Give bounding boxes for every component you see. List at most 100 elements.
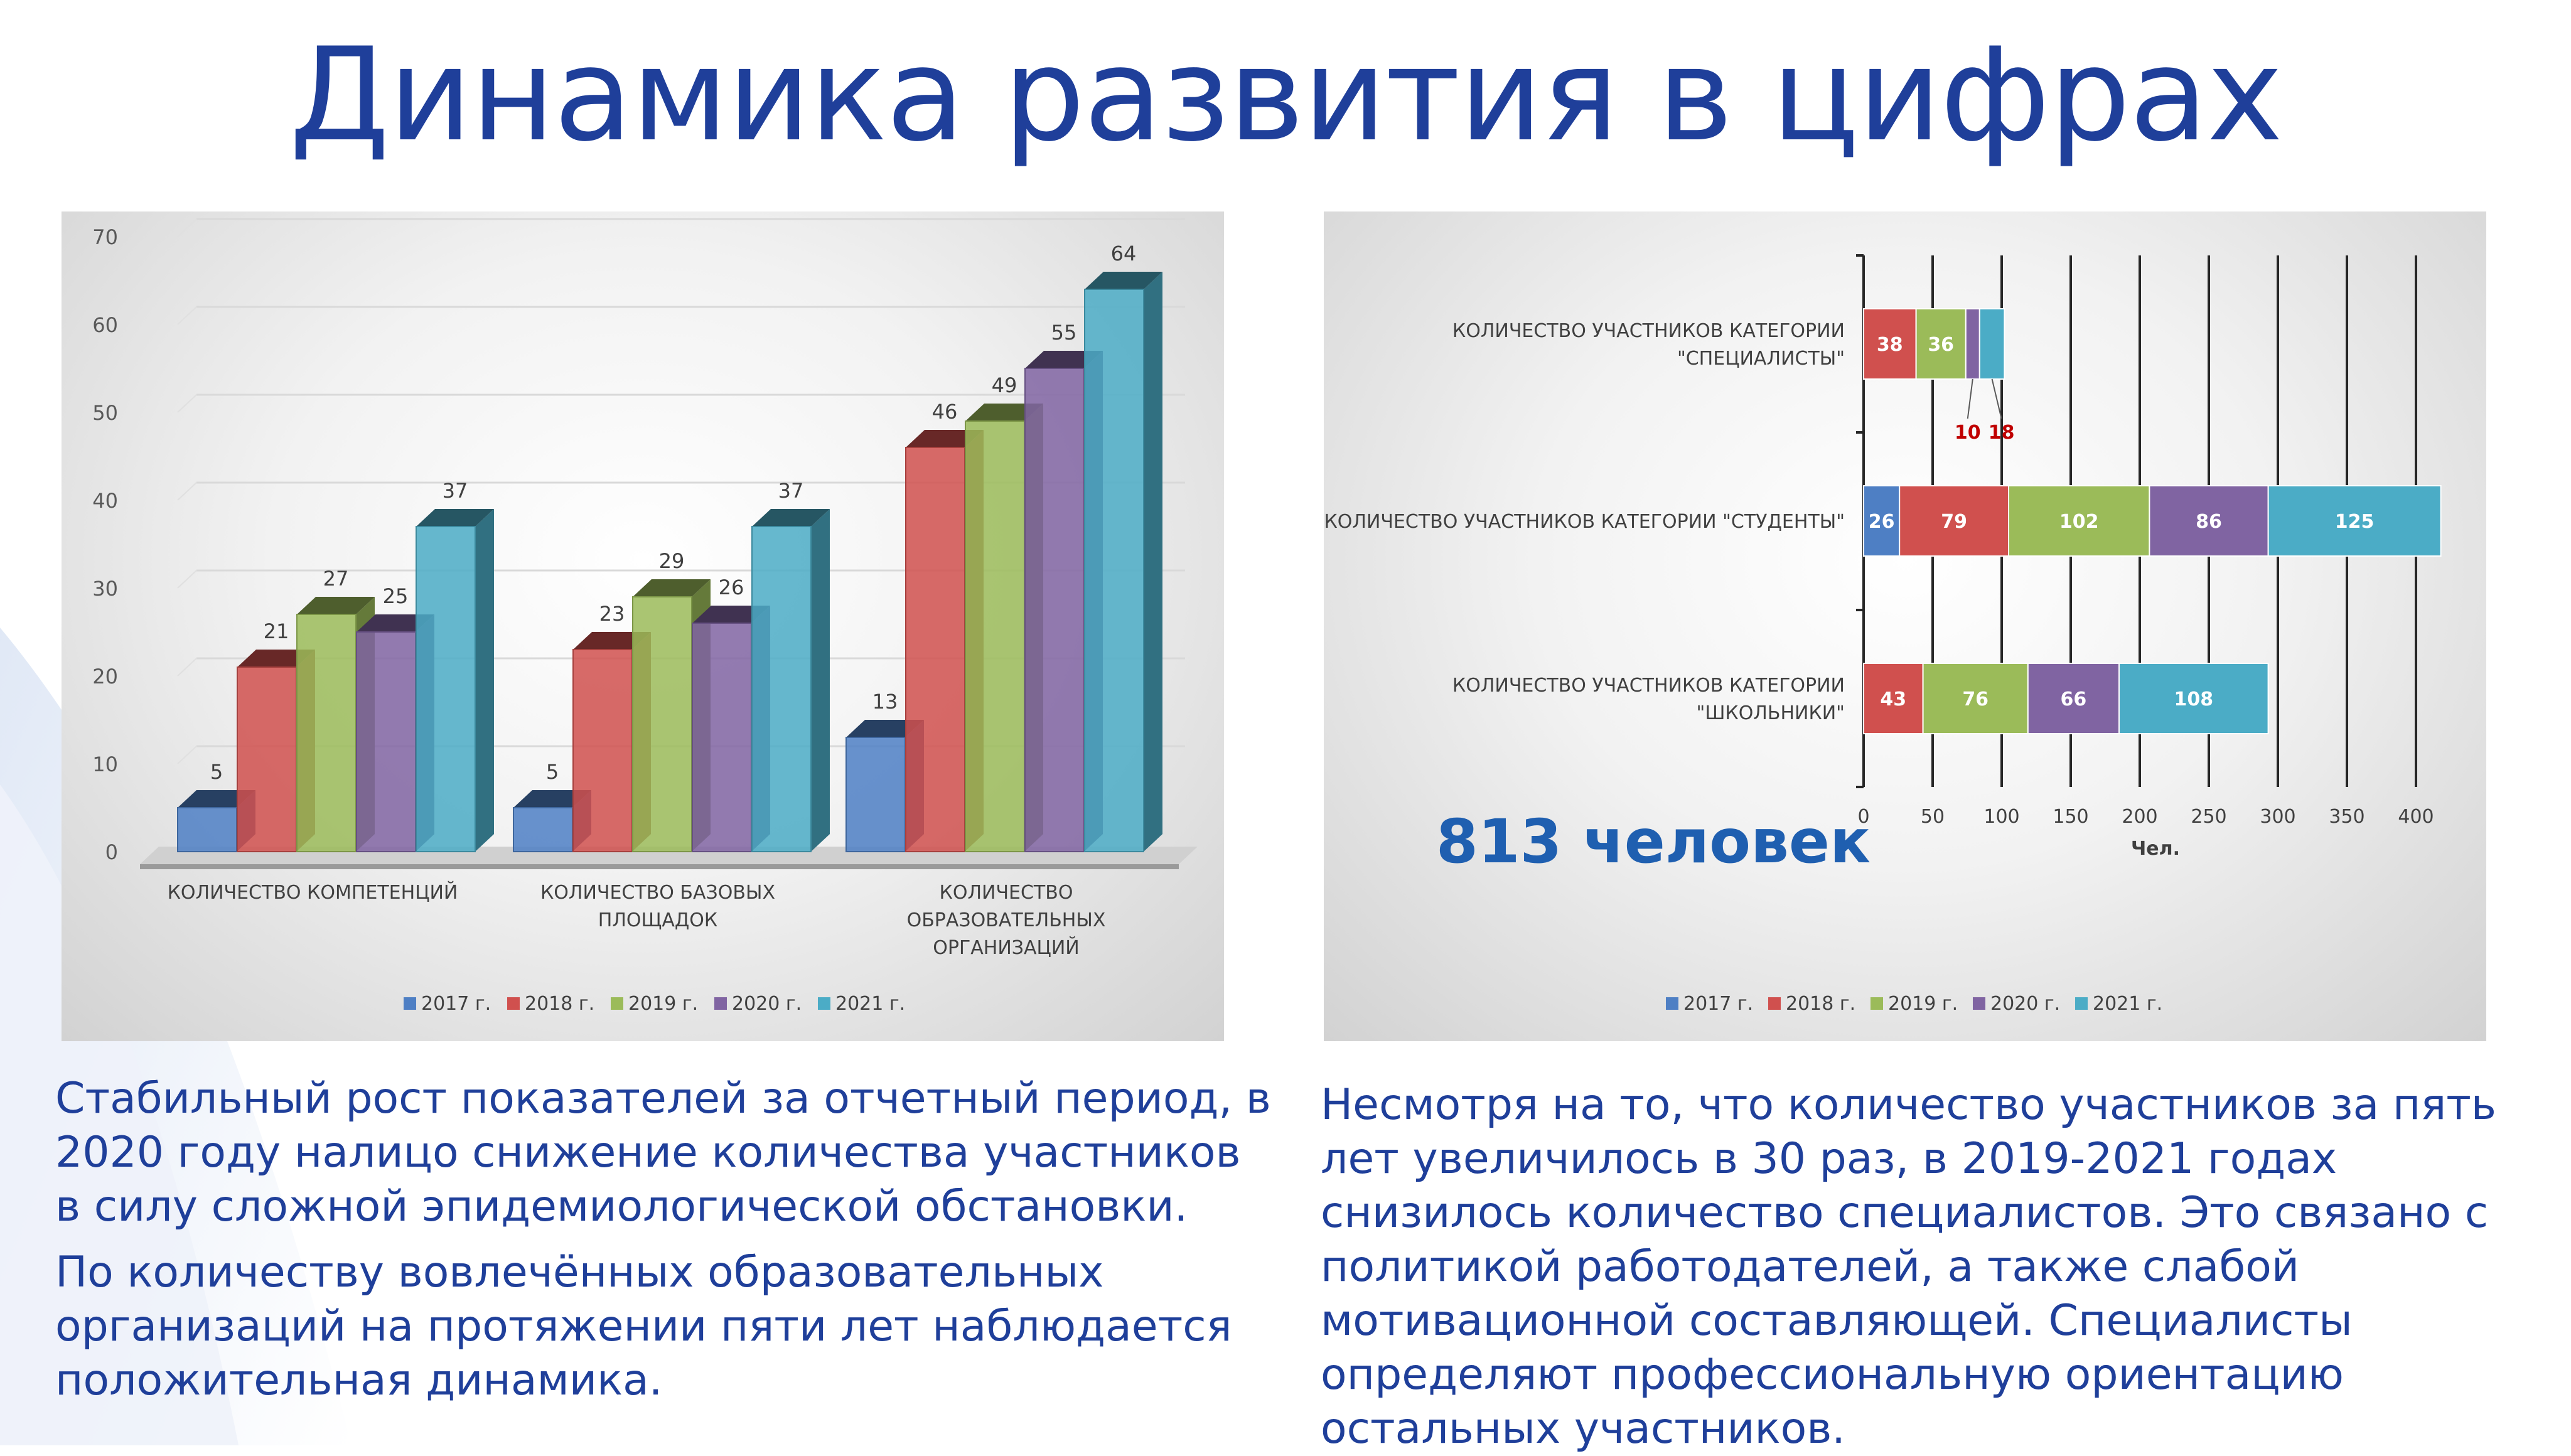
bar-top [357,614,434,632]
legend-label: 2018 г. [525,993,594,1015]
data-label: 102 [2059,511,2099,533]
x-tick-label: 150 [2053,806,2088,828]
legend-label: 2018 г. [1786,993,1855,1015]
legend-swatch [1768,997,1781,1010]
data-label: 29 [659,549,685,573]
bar-segment [2267,485,2442,557]
gridline-depth [177,570,197,589]
bar-side [811,509,830,852]
y-tick-label: 70 [92,225,118,249]
x-tick-label: 400 [2398,806,2434,828]
bar [905,447,965,852]
bar [1084,289,1144,852]
bar [632,596,692,852]
chart-stacked-horizontal-bars: 0 50 100 150 200 250 300 350 400 Чел. КОЛИЧЕСТВО У… [1324,254,2442,1015]
data-label: 25 [383,584,409,608]
data-label: 37 [443,479,468,503]
bar [572,649,633,852]
legend-swatch [714,997,727,1010]
category-label: КОЛИЧЕСТВО УЧАСТНИКОВ КАТЕГОРИИ [1452,320,1845,342]
x-tick-label: 200 [2122,806,2157,828]
callout-leader [1967,378,1973,419]
data-label: 36 [1928,334,1954,356]
bar [296,614,357,852]
data-label: 64 [1111,242,1137,265]
bar-segment [1922,663,2029,734]
y-tick-label: 10 [92,752,118,776]
y-tick-label: 20 [92,665,118,688]
bar [177,807,237,852]
legend-swatch [2075,997,2088,1010]
legend-swatch [1871,997,1883,1010]
legend-swatch [507,997,520,1010]
category-label: ОБРАЗОВАТЕЛЬНЫХ [907,909,1106,931]
gridline-depth [177,482,197,501]
gridline-depth [177,218,197,237]
x-tick-label: 300 [2260,806,2295,828]
y-tick-label: 50 [92,401,118,425]
legend-label: 2019 г. [1888,993,1958,1015]
bar-segment [2008,485,2150,557]
bar-top [1025,351,1103,368]
legend-swatch [1666,997,1678,1010]
bar [513,807,573,852]
category-label: КОЛИЧЕСТВО КОМПЕТЕНЦИЙ [168,881,458,904]
data-label: 5 [210,760,223,784]
bar-segment [2027,663,2120,734]
callout-label: 10 [1955,422,1981,444]
bar-segment [1965,308,1980,380]
bar [416,526,476,852]
bar-top [416,509,494,527]
data-label: 86 [2196,511,2222,533]
gridline-depth [177,394,197,413]
category-label: "ШКОЛЬНИКИ" [1697,702,1845,724]
data-label: 76 [1962,688,1989,710]
category-label: КОЛИЧЕСТВО УЧАСТНИКОВ КАТЕГОРИИ "СТУДЕНТ… [1324,511,1845,533]
legend-label: 2017 г. [421,993,491,1015]
callout-label: 18 [1989,422,2015,444]
data-label: 108 [2174,688,2213,710]
bar [965,420,1025,852]
category-label: ПЛОЩАДОК [598,909,717,931]
chart-panel-right: 0 50 100 150 200 250 300 350 400 Чел. КОЛИЧЕСТВО У… [1324,211,2486,1041]
bar [751,526,812,852]
data-label: 26 [1869,511,1895,533]
category-label: КОЛИЧЕСТВО [940,882,1073,904]
gridline-depth [177,658,197,677]
x-tick-label: 350 [2329,806,2364,828]
bar-side [1144,272,1162,852]
bar-segment [1899,485,2010,557]
legend-label: 2020 г. [1990,993,2060,1015]
legend-label: 2019 г. [628,993,698,1015]
legend-label: 2021 г. [835,993,905,1015]
category-label: "СПЕЦИАЛИСТЫ" [1677,348,1845,370]
x-tick-label: 0 [1857,806,1869,828]
legend-label: 2021 г. [2093,993,2162,1015]
bar [237,666,297,852]
data-label: 23 [599,602,625,626]
bar-top [965,404,1043,421]
x-axis-label: Чел. [2131,838,2180,860]
legend-label: 2017 г. [1683,993,1753,1015]
data-label: 26 [719,575,744,599]
bar [692,623,752,852]
legend-swatch [1973,997,1985,1010]
legend-swatch [404,997,416,1010]
x-tick-label: 100 [1983,806,2019,828]
paragraph-left-growth: Стабильный рост показателей за отчетный … [55,1074,1271,1231]
bar-segment [1978,308,2005,380]
bar-top [752,509,830,527]
bar-top [237,650,315,667]
chart-panel-left: 0 10 20 30 40 50 60 70 5 5 13 21 23 46 27 29 49 25 26 55 37 3… [62,211,1224,1041]
bar [356,631,416,852]
data-label: 55 [1051,321,1077,345]
y-tick-label: 60 [92,313,118,337]
bar-top [573,632,651,650]
paragraph-left-organizations: По количеству вовлечённых образовательны… [55,1248,1232,1405]
y-tick-label: 40 [92,489,118,513]
bar-top [178,790,255,808]
y-tick-label: 0 [105,840,118,864]
bar-top [633,579,711,597]
bar-top [1085,272,1162,289]
